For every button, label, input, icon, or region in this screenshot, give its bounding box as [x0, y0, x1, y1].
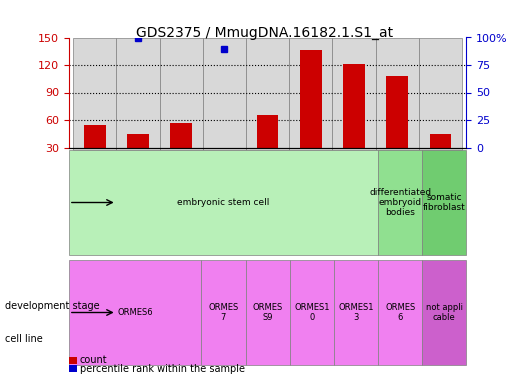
Text: ORMES
6: ORMES 6 [385, 303, 416, 322]
Bar [214, 147, 235, 149]
Text: differentiated
embryoid
bodies: differentiated embryoid bodies [369, 188, 431, 218]
FancyBboxPatch shape [73, 38, 117, 150]
FancyBboxPatch shape [246, 38, 289, 150]
Bar [257, 116, 278, 147]
FancyBboxPatch shape [160, 38, 203, 150]
FancyBboxPatch shape [376, 38, 419, 150]
FancyBboxPatch shape [419, 38, 462, 150]
Text: count: count [80, 356, 107, 365]
Text: cell line: cell line [5, 334, 43, 344]
Bar [127, 134, 149, 147]
Bar [386, 76, 408, 147]
Bar [343, 64, 365, 147]
FancyBboxPatch shape [422, 150, 466, 255]
FancyBboxPatch shape [332, 38, 376, 150]
FancyBboxPatch shape [69, 150, 378, 255]
Text: ORMES
S9: ORMES S9 [252, 303, 283, 322]
Text: embryonic stem cell: embryonic stem cell [178, 198, 270, 207]
Bar [300, 50, 322, 147]
Bar [84, 124, 105, 147]
Text: development stage: development stage [5, 301, 100, 310]
Text: ORMES1
3: ORMES1 3 [338, 303, 374, 322]
FancyBboxPatch shape [334, 260, 378, 365]
FancyBboxPatch shape [290, 260, 334, 365]
Text: GDS2375 / MmugDNA.16182.1.S1_at: GDS2375 / MmugDNA.16182.1.S1_at [136, 26, 394, 40]
FancyBboxPatch shape [378, 150, 422, 255]
Bar [430, 134, 451, 147]
Bar [171, 123, 192, 147]
Text: somatic
fibroblast: somatic fibroblast [423, 193, 466, 212]
Text: ORMES
7: ORMES 7 [208, 303, 239, 322]
FancyBboxPatch shape [289, 38, 332, 150]
FancyBboxPatch shape [201, 260, 245, 365]
FancyBboxPatch shape [378, 260, 422, 365]
FancyBboxPatch shape [117, 38, 160, 150]
Text: ORMES1
0: ORMES1 0 [294, 303, 330, 322]
FancyBboxPatch shape [422, 260, 466, 365]
Text: not appli
cable: not appli cable [426, 303, 463, 322]
Text: percentile rank within the sample: percentile rank within the sample [80, 364, 244, 374]
FancyBboxPatch shape [203, 38, 246, 150]
FancyBboxPatch shape [245, 260, 290, 365]
FancyBboxPatch shape [69, 260, 201, 365]
Text: ORMES6: ORMES6 [117, 308, 153, 317]
